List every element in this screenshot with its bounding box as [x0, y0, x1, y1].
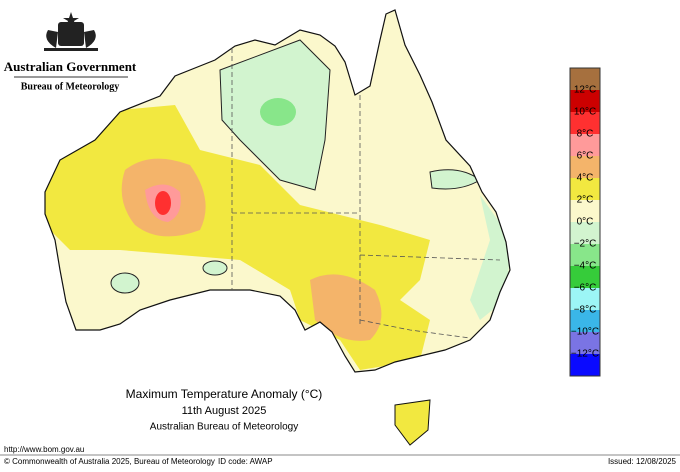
legend-swatch — [570, 354, 600, 376]
legend-label: −6°C — [574, 283, 597, 294]
footer-id: ID code: AWAP — [218, 457, 273, 466]
legend-swatch — [570, 178, 600, 200]
legend-swatch — [570, 332, 600, 354]
map-source: Australian Bureau of Meteorology — [150, 422, 298, 433]
legend-swatch — [570, 68, 600, 90]
legend-label: 4°C — [577, 173, 594, 184]
legend: 12°C 10°C 8°C 6°C 4°C 2°C 0°C −2°C −4°C −6°C −8°C −… — [569, 67, 601, 377]
footer-copyright: © Commonwealth of Australia 2025, Bureau… — [4, 457, 215, 466]
bureau-name: Bureau of Meteorology — [21, 81, 120, 92]
legend-label: 8°C — [577, 129, 594, 140]
legend-label: 0°C — [577, 217, 594, 228]
legend-swatch — [570, 112, 600, 134]
legend-swatch — [570, 134, 600, 156]
legend-label: 12°C — [574, 85, 596, 96]
legend-swatch — [570, 200, 600, 222]
legend-label: −12°C — [571, 349, 599, 360]
footer-url[interactable]: http://www.bom.gov.au — [4, 445, 84, 454]
legend-label: 10°C — [574, 107, 596, 118]
legend-swatch — [570, 90, 600, 112]
map-date: 11th August 2025 — [182, 405, 267, 417]
legend-label: −4°C — [574, 261, 597, 272]
map-title: Maximum Temperature Anomaly (°C) — [126, 387, 323, 401]
legend-label: −2°C — [574, 239, 597, 250]
legend-swatch — [570, 222, 600, 244]
legend-frame — [569, 67, 601, 377]
legend-swatch — [570, 156, 600, 178]
legend-label: 6°C — [577, 151, 594, 162]
agency-name: Australian Government — [4, 59, 137, 74]
crest — [44, 12, 98, 51]
legend-swatch — [570, 310, 600, 332]
legend-swatch — [570, 288, 600, 310]
legend-swatch — [570, 244, 600, 266]
legend-label: 2°C — [577, 195, 594, 206]
legend-label: −8°C — [574, 305, 597, 316]
footer-issued: Issued: 12/08/2025 — [608, 457, 677, 466]
state-borders — [231, 48, 501, 339]
legend-swatch — [570, 266, 600, 288]
tasmania — [394, 399, 431, 446]
legend-label: −10°C — [571, 327, 599, 338]
